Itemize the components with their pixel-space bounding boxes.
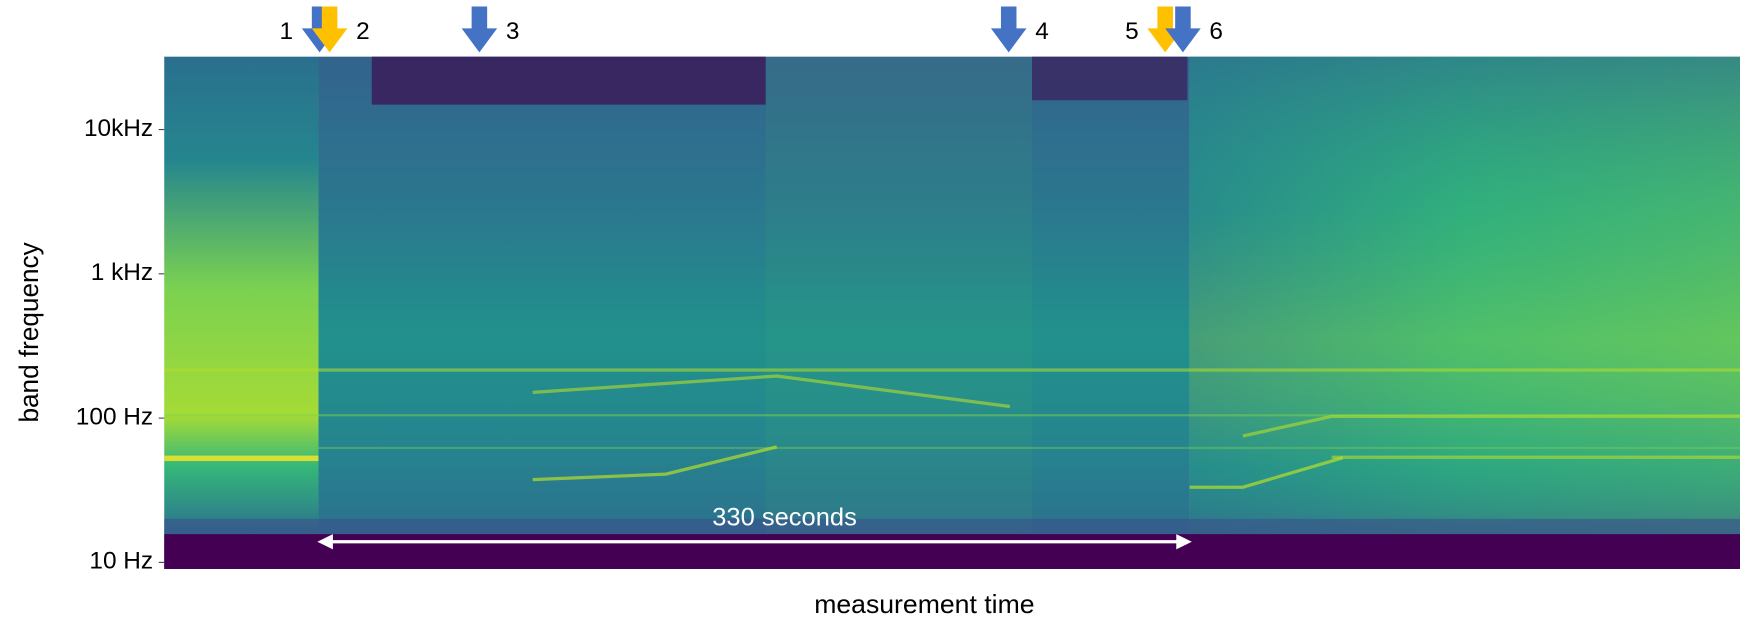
- y-axis-label: band frequency: [14, 242, 44, 423]
- annotation: 330 seconds: [712, 504, 857, 532]
- marker-arrow: [461, 6, 498, 53]
- x-axis-label: measurement time: [814, 589, 1034, 619]
- y-tick-label: 1 kHz: [91, 259, 153, 286]
- marker-arrow: [1165, 6, 1201, 53]
- marker-label: 2: [356, 18, 370, 45]
- duration-arrow: [317, 534, 1192, 550]
- marker-label: 4: [1035, 18, 1049, 45]
- marker-label: 5: [1125, 18, 1139, 45]
- y-tick-label: 10kHz: [84, 115, 153, 142]
- marker-arrow: [990, 6, 1027, 53]
- marker-label: 3: [506, 18, 520, 45]
- marker-label: 6: [1209, 18, 1223, 45]
- y-tick-label: 100 Hz: [76, 404, 153, 431]
- marker-arrow: [1147, 6, 1183, 53]
- marker-arrow: [311, 6, 348, 53]
- marker-label: 1: [280, 18, 294, 45]
- y-tick-label: 10 Hz: [89, 548, 153, 575]
- spectrogram-image: [164, 56, 1740, 569]
